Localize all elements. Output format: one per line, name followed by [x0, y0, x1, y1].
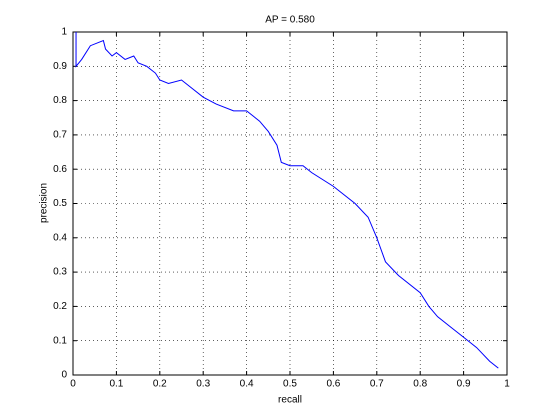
y-tick-label: 0: [61, 370, 67, 381]
y-tick-label: 1: [61, 27, 67, 38]
y-tick-label: 0.3: [53, 267, 67, 278]
x-tick-label: 0.8: [413, 379, 427, 390]
x-tick-label: 0.7: [370, 379, 384, 390]
y-tick-label: 0.1: [53, 335, 67, 346]
x-tick-label: 0: [70, 379, 76, 390]
y-axis-label: precision: [39, 183, 50, 223]
x-axis-label: recall: [278, 395, 302, 406]
chart-title: AP = 0.580: [265, 15, 315, 26]
x-tick-label: 0.5: [283, 379, 297, 390]
x-tick-label: 0.3: [196, 379, 210, 390]
pr-curve: [75, 32, 499, 369]
y-tick-label: 0.2: [53, 301, 67, 312]
x-tick-label: 1: [504, 379, 510, 390]
y-tick-label: 0.4: [53, 232, 67, 243]
y-tick-label: 0.8: [53, 95, 67, 106]
y-tick-label: 0.7: [53, 130, 67, 141]
x-tick-label: 0.9: [457, 379, 471, 390]
plot-frame: [72, 31, 508, 376]
x-tick-label: 0.4: [240, 379, 254, 390]
x-tick-label: 0.6: [326, 379, 340, 390]
y-tick-label: 0.9: [53, 61, 67, 72]
y-tick-label: 0.5: [53, 198, 67, 209]
x-tick-label: 0.2: [153, 379, 167, 390]
y-tick-label: 0.6: [53, 164, 67, 175]
x-tick-label: 0.1: [109, 379, 123, 390]
